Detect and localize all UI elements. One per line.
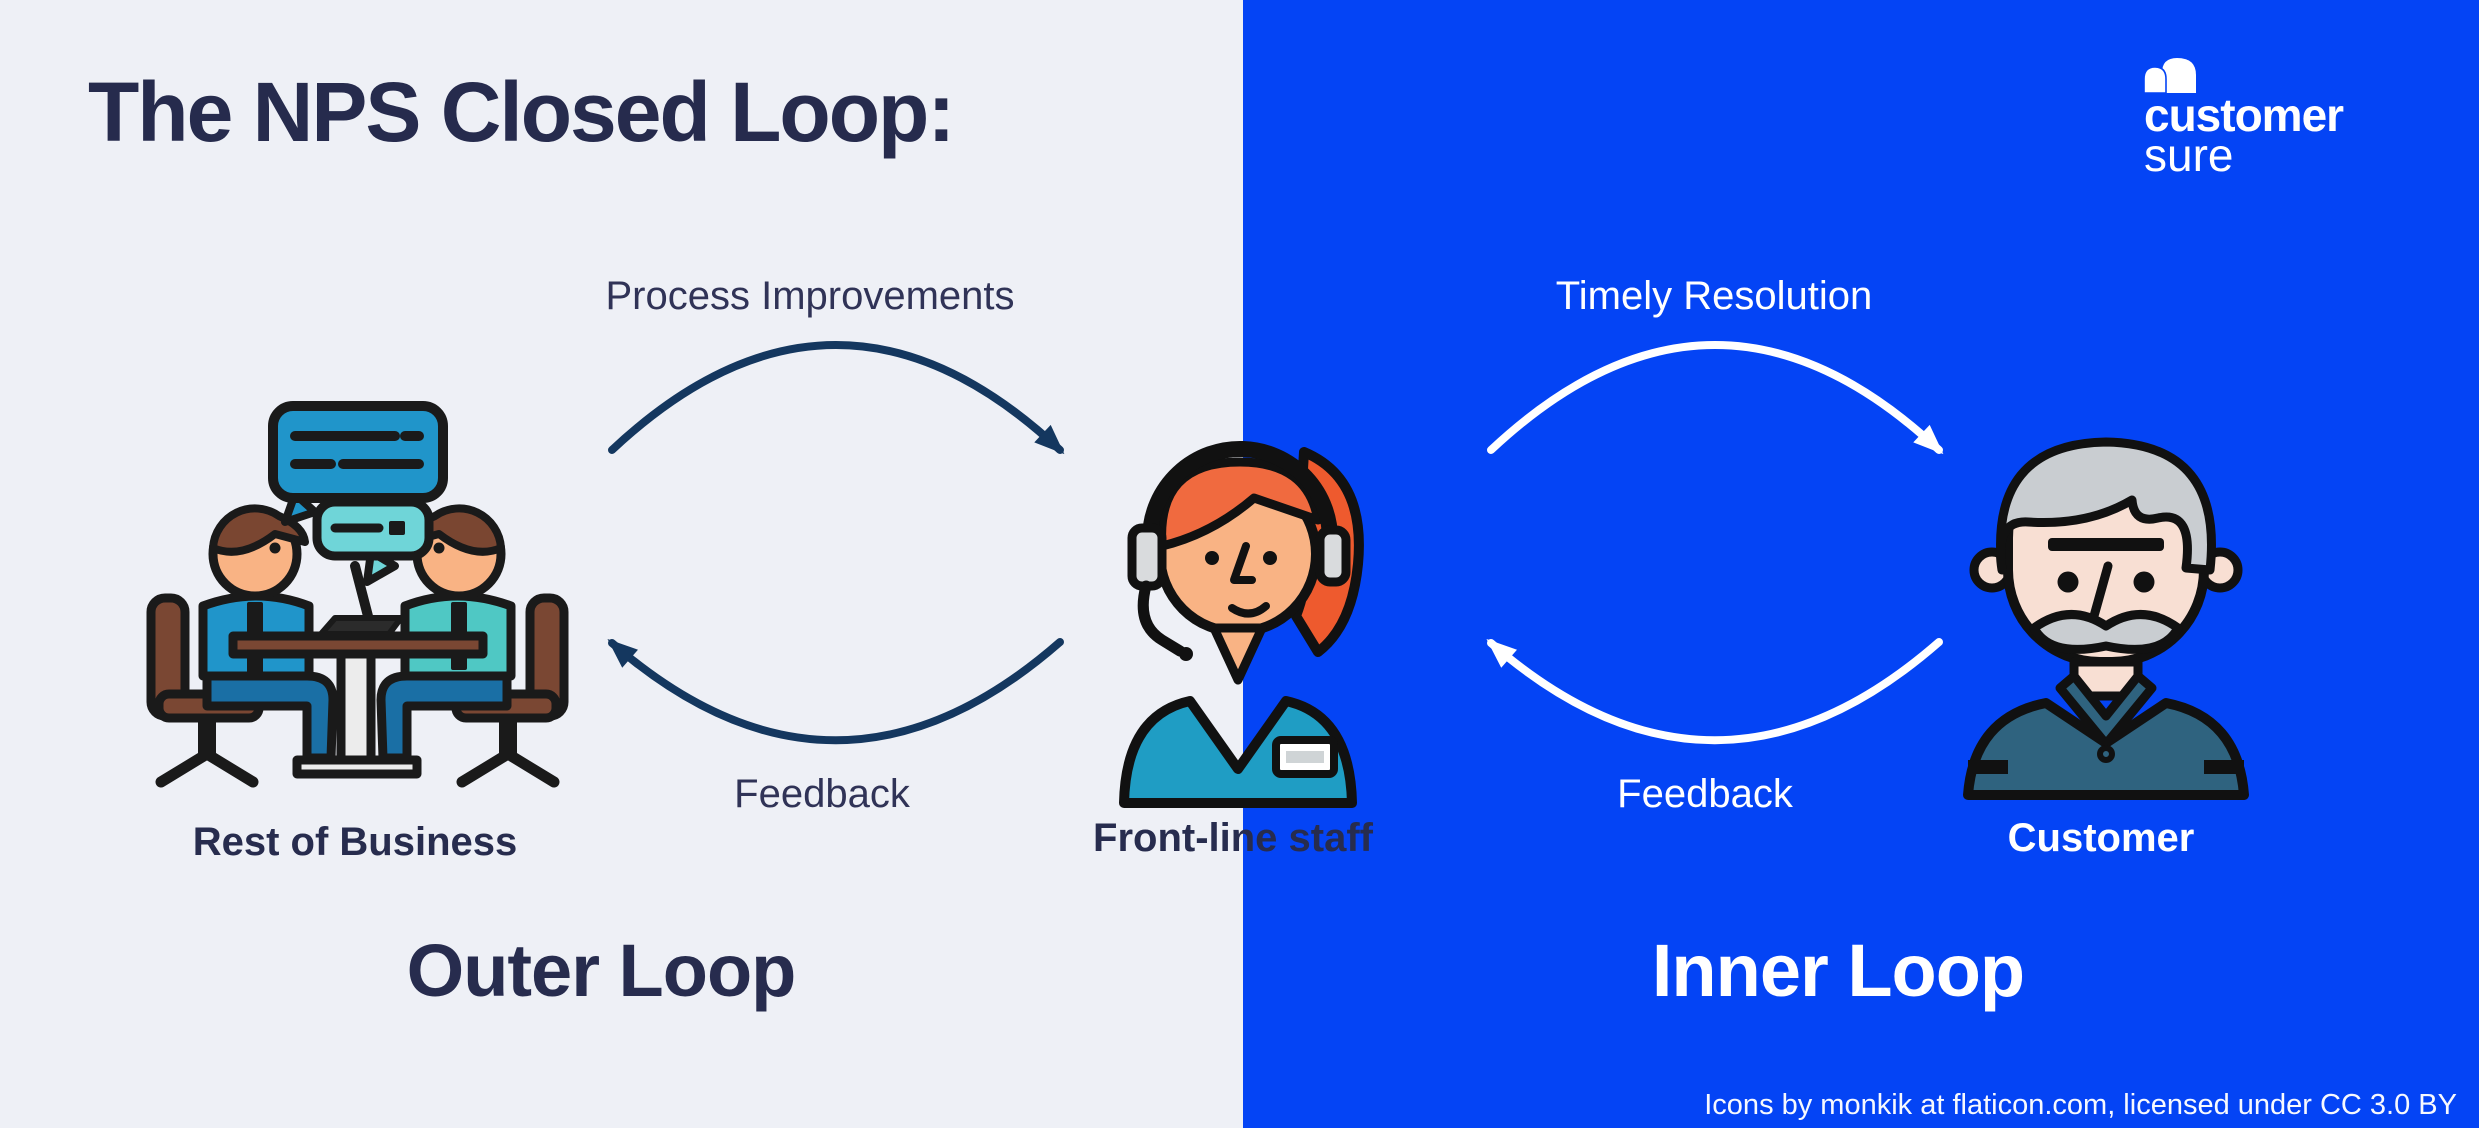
rest-of-business-icon xyxy=(146,401,569,788)
bottom-border-strip xyxy=(0,1128,2479,1134)
front-line-staff-caption: Front-line staff xyxy=(1093,816,1373,860)
customersure-logo-icon xyxy=(2143,58,2196,94)
outer-loop-top-arrow xyxy=(608,341,1065,455)
outer-loop-bottom-arrow xyxy=(607,638,1064,745)
inner-loop-top-arrow xyxy=(1487,341,1944,455)
inner-loop-panel xyxy=(1243,0,2479,1134)
front-line-staff-icon xyxy=(1119,441,1364,808)
outer-loop-panel xyxy=(0,0,1243,1134)
inner-loop-title: Inner Loop xyxy=(1651,929,2025,1012)
rest-of-business-caption: Rest of Business xyxy=(192,820,518,864)
customer-caption: Customer xyxy=(2007,816,2195,860)
page-title: The NPS Closed Loop: xyxy=(88,65,955,159)
logo-wordmark-sure: sure xyxy=(2144,129,2234,181)
icon-attribution-text: Icons by monkik at flaticon.com, license… xyxy=(1704,1089,2457,1121)
outer-loop-top-arrow-label: Process Improvements xyxy=(605,274,1015,318)
inner-loop-top-arrow-label: Timely Resolution xyxy=(1555,274,1873,318)
logo-wordmark-customer: customer xyxy=(2144,89,2344,141)
outer-loop-bottom-arrow-label: Feedback xyxy=(734,772,910,816)
outer-loop-arrows xyxy=(607,341,1065,745)
inner-loop-arrows xyxy=(1486,341,1944,745)
inner-loop-bottom-arrow-label: Feedback xyxy=(1617,772,1793,816)
customer-icon xyxy=(1963,437,2249,800)
inner-loop-bottom-arrow xyxy=(1486,638,1943,745)
outer-loop-title: Outer Loop xyxy=(406,929,797,1012)
